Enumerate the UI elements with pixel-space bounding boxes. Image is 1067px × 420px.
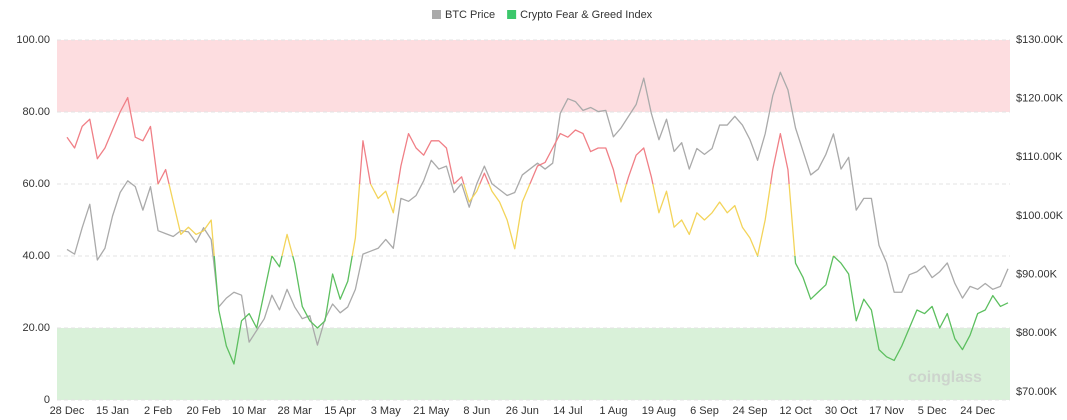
- y-tick-label: 40.00: [22, 250, 50, 262]
- x-tick-label: 24 Dec: [960, 405, 995, 417]
- x-tick-label: 17 Nov: [869, 405, 904, 417]
- y2-tick-label: $90.00K: [1016, 269, 1058, 281]
- x-tick-label: 20 Feb: [186, 405, 220, 417]
- y2-tick-label: $100.00K: [1016, 210, 1064, 222]
- y2-tick-label: $110.00K: [1016, 151, 1063, 163]
- x-tick-label: 24 Sep: [733, 405, 768, 417]
- x-tick-label: 28 Mar: [278, 405, 313, 417]
- x-tick-label: 19 Aug: [642, 405, 676, 417]
- y2-tick-label: $70.00K: [1016, 386, 1058, 398]
- watermark: coinglass: [908, 369, 982, 386]
- legend-swatch: [507, 10, 517, 19]
- x-tick-label: 14 Jul: [553, 405, 582, 417]
- x-tick-label: 10 Mar: [232, 405, 267, 417]
- x-tick-label: 8 Jun: [463, 405, 490, 417]
- zone-band: [57, 328, 1010, 400]
- series-line: [66, 96, 1009, 365]
- y-tick-label: 80.00: [22, 106, 50, 118]
- y2-tick-label: $80.00K: [1016, 327, 1058, 339]
- x-tick-label: 6 Sep: [690, 405, 719, 417]
- y2-tick-label: $130.00K: [1016, 34, 1064, 46]
- x-tick-label: 2 Feb: [144, 405, 172, 417]
- x-tick-label: 26 Jun: [506, 405, 539, 417]
- legend-label: Crypto Fear & Greed Index: [520, 9, 653, 21]
- legend-label: BTC Price: [445, 9, 495, 21]
- x-tick-label: 30 Oct: [825, 405, 857, 417]
- x-tick-label: 21 May: [413, 405, 450, 417]
- x-tick-label: 15 Jan: [96, 405, 129, 417]
- x-tick-label: 12 Oct: [779, 405, 811, 417]
- x-tick-label: 5 Dec: [918, 405, 947, 417]
- y-tick-label: 0: [44, 394, 50, 406]
- y-tick-label: 20.00: [22, 322, 50, 334]
- y2-tick-label: $120.00K: [1016, 93, 1064, 105]
- x-tick-label: 3 May: [371, 405, 401, 417]
- y-tick-label: 100.00: [16, 34, 50, 46]
- series-line: [66, 71, 1009, 346]
- x-tick-label: 28 Dec: [50, 405, 85, 417]
- x-tick-label: 15 Apr: [324, 405, 356, 417]
- zone-band: [57, 40, 1010, 112]
- x-tick-label: 1 Aug: [599, 405, 627, 417]
- legend-swatch: [432, 10, 441, 19]
- y-tick-label: 60.00: [22, 178, 50, 190]
